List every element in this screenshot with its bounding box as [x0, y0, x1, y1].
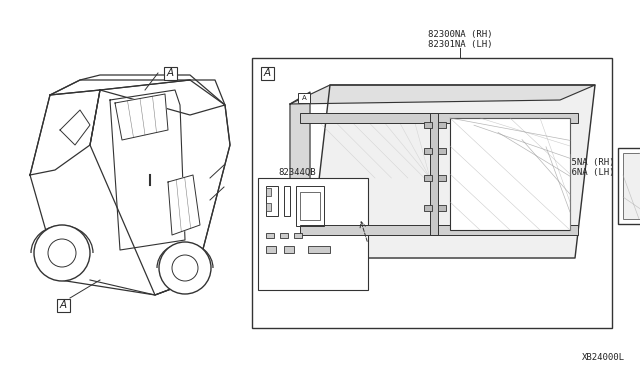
Bar — [258, 178, 368, 290]
Bar — [284, 246, 294, 253]
Bar — [438, 205, 446, 211]
Polygon shape — [290, 85, 595, 104]
Bar — [438, 148, 446, 154]
Text: A: A — [264, 68, 271, 78]
Polygon shape — [115, 94, 168, 140]
Circle shape — [34, 225, 90, 281]
Bar — [300, 113, 578, 123]
Polygon shape — [60, 110, 90, 145]
Bar — [252, 58, 612, 328]
Text: A: A — [301, 95, 307, 101]
Text: 8L385NA (RH): 8L385NA (RH) — [550, 157, 614, 167]
Polygon shape — [168, 175, 200, 235]
Text: 82300NA (RH): 82300NA (RH) — [428, 29, 492, 38]
Bar — [266, 203, 271, 211]
Polygon shape — [30, 90, 100, 175]
Bar — [424, 148, 432, 154]
Bar — [266, 188, 271, 196]
Bar — [308, 246, 330, 253]
Bar — [438, 175, 446, 181]
Polygon shape — [90, 80, 230, 295]
Bar — [284, 186, 290, 216]
Text: 82301NA (LH): 82301NA (LH) — [428, 39, 492, 48]
Bar — [266, 186, 278, 216]
Bar — [298, 93, 310, 103]
Bar — [430, 113, 438, 235]
Bar — [300, 192, 320, 220]
Bar — [56, 298, 70, 311]
Bar — [438, 122, 446, 128]
Bar — [280, 233, 288, 238]
Bar — [450, 118, 570, 230]
Text: A: A — [60, 300, 67, 310]
Polygon shape — [290, 92, 310, 270]
Circle shape — [159, 242, 211, 294]
Bar — [300, 225, 578, 235]
Text: 8L386NA (LH): 8L386NA (LH) — [550, 167, 614, 176]
Text: XB24000L: XB24000L — [582, 353, 625, 362]
Bar — [266, 246, 276, 253]
Bar — [424, 205, 432, 211]
Polygon shape — [50, 80, 225, 115]
Text: A: A — [166, 68, 173, 78]
Bar — [424, 122, 432, 128]
Polygon shape — [30, 75, 230, 295]
Bar — [294, 233, 302, 238]
Bar — [618, 148, 640, 224]
Text: 82344QB: 82344QB — [278, 167, 316, 176]
Bar — [424, 175, 432, 181]
Bar — [163, 67, 177, 80]
Bar — [623, 153, 640, 219]
Bar — [260, 67, 273, 80]
Bar — [296, 186, 324, 226]
Polygon shape — [310, 85, 595, 258]
Bar — [266, 233, 274, 238]
